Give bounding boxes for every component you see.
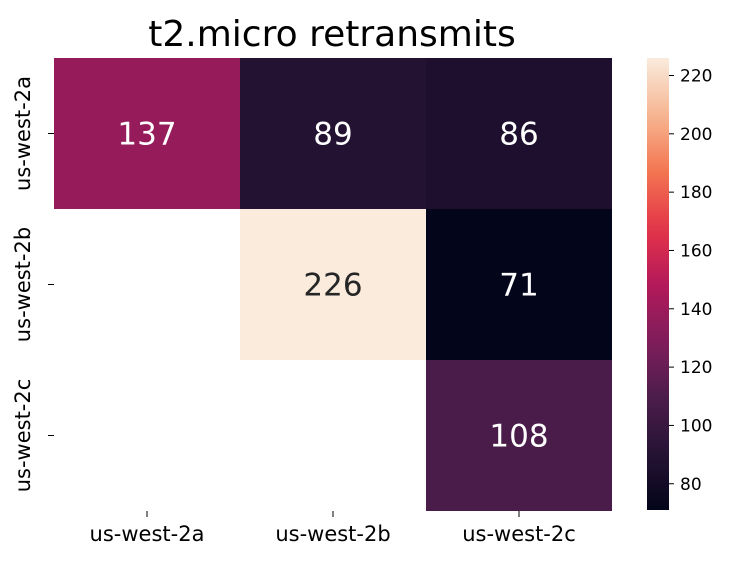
cell-value-label: 89 [313, 117, 352, 153]
x-tick-label: us-west-2c [462, 522, 576, 546]
y-axis: us-west-2a us-west-2b us-west-2c [11, 76, 54, 492]
colorbar-tick-label: 180 [680, 183, 712, 203]
cell-value-label: 71 [499, 268, 538, 304]
heatmap-cells: 137 89 86 226 71 108 [54, 58, 612, 511]
chart-title: t2.micro retransmits [148, 14, 515, 55]
colorbar-tick-label: 100 [680, 416, 712, 436]
y-tick-label: us-west-2b [11, 227, 35, 342]
heatmap-cell [426, 209, 612, 360]
x-tick-label: us-west-2b [275, 522, 390, 546]
colorbar-tick-label: 80 [680, 475, 702, 495]
x-tick-label: us-west-2a [90, 522, 205, 546]
colorbar: 80 100 120 140 160 180 200 220 [647, 58, 712, 510]
colorbar-tick-label: 140 [680, 300, 712, 320]
heatmap-cell [426, 360, 612, 511]
heatmap-cell [54, 58, 240, 209]
y-tick-label: us-west-2a [11, 76, 35, 191]
colorbar-tick-label: 200 [680, 125, 712, 145]
cell-value-label: 137 [117, 117, 176, 153]
colorbar-tick-label: 160 [680, 241, 712, 261]
heatmap-cell [426, 58, 612, 209]
cell-value-label: 86 [499, 117, 538, 153]
colorbar-tick-label: 220 [680, 66, 712, 86]
colorbar-tick-label: 120 [680, 358, 712, 378]
cell-value-label: 226 [303, 268, 362, 304]
y-tick-label: us-west-2c [11, 379, 35, 493]
x-axis: us-west-2a us-west-2b us-west-2c [90, 511, 576, 546]
colorbar-gradient [647, 58, 669, 510]
heatmap-cell [240, 209, 426, 360]
heatmap-cell [240, 58, 426, 209]
cell-value-label: 108 [489, 419, 548, 455]
